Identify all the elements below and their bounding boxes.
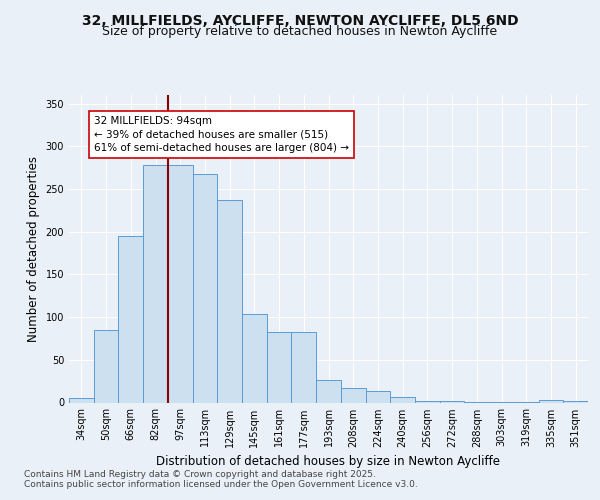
Text: 32, MILLFIELDS, AYCLIFFE, NEWTON AYCLIFFE, DL5 6ND: 32, MILLFIELDS, AYCLIFFE, NEWTON AYCLIFF… [82,14,518,28]
Bar [341,388,365,402]
Bar [193,174,217,402]
Text: Contains HM Land Registry data © Crown copyright and database right 2025.: Contains HM Land Registry data © Crown c… [24,470,376,479]
Bar [292,332,316,402]
Bar [365,392,390,402]
Text: Contains public sector information licensed under the Open Government Licence v3: Contains public sector information licen… [24,480,418,489]
Bar [539,400,563,402]
Bar [440,401,464,402]
Bar [390,398,415,402]
Y-axis label: Number of detached properties: Number of detached properties [27,156,40,342]
Bar [242,314,267,402]
Bar [69,398,94,402]
Text: 32 MILLFIELDS: 94sqm
← 39% of detached houses are smaller (515)
61% of semi-deta: 32 MILLFIELDS: 94sqm ← 39% of detached h… [94,116,349,153]
Bar [217,200,242,402]
Bar [94,330,118,402]
X-axis label: Distribution of detached houses by size in Newton Aycliffe: Distribution of detached houses by size … [157,455,500,468]
Bar [267,332,292,402]
Bar [563,401,588,402]
Bar [168,165,193,402]
Bar [143,165,168,402]
Text: Size of property relative to detached houses in Newton Aycliffe: Size of property relative to detached ho… [103,25,497,38]
Bar [415,401,440,402]
Bar [118,236,143,402]
Bar [316,380,341,402]
